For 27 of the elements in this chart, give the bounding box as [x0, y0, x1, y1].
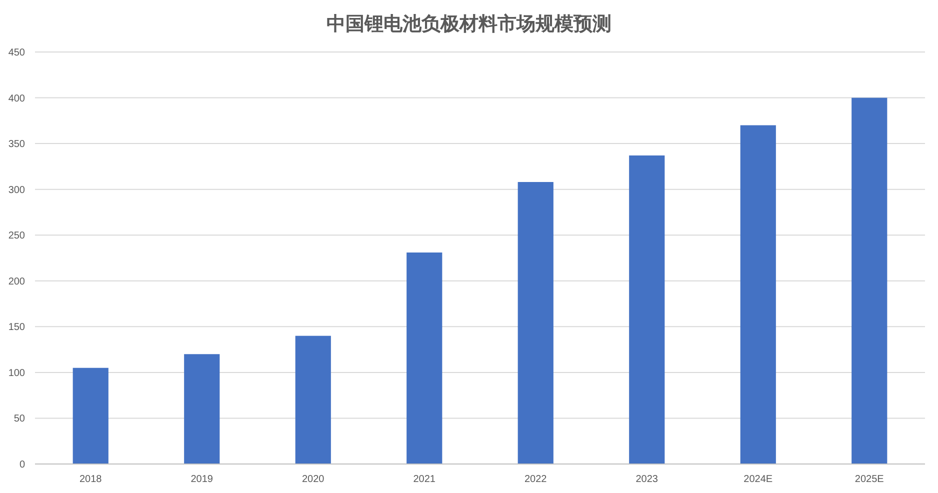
bar — [72, 368, 108, 464]
bar — [629, 155, 665, 464]
x-tick-label: 2018 — [80, 474, 102, 485]
x-tick-label: 2025E — [854, 474, 884, 485]
bar — [852, 98, 888, 464]
y-tick-label: 350 — [8, 139, 26, 150]
x-tick-label: 2019 — [190, 474, 214, 485]
y-tick-label: 0 — [19, 460, 26, 470]
bar — [295, 336, 331, 464]
x-tick-label: 2022 — [524, 474, 548, 485]
y-tick-label: 100 — [8, 368, 26, 379]
bar — [184, 354, 220, 464]
bar — [518, 182, 554, 464]
x-tick-label: 2024E — [744, 474, 773, 485]
bar — [740, 125, 776, 464]
y-tick-label: 250 — [8, 230, 26, 242]
x-tick-label: 2023 — [636, 474, 658, 485]
y-tick-label: 200 — [8, 276, 26, 288]
y-tick-label: 300 — [8, 184, 26, 196]
y-tick-label: 400 — [8, 93, 26, 104]
bar — [406, 252, 442, 464]
chart-title: 中国锂电池负极材料市场规模预测 — [326, 13, 612, 35]
x-tick-label: 2021 — [413, 474, 436, 485]
y-tick-label: 450 — [8, 48, 26, 58]
x-tick-label: 2020 — [302, 474, 325, 485]
y-tick-label: 50 — [14, 414, 26, 425]
y-tick-label: 150 — [8, 322, 26, 334]
